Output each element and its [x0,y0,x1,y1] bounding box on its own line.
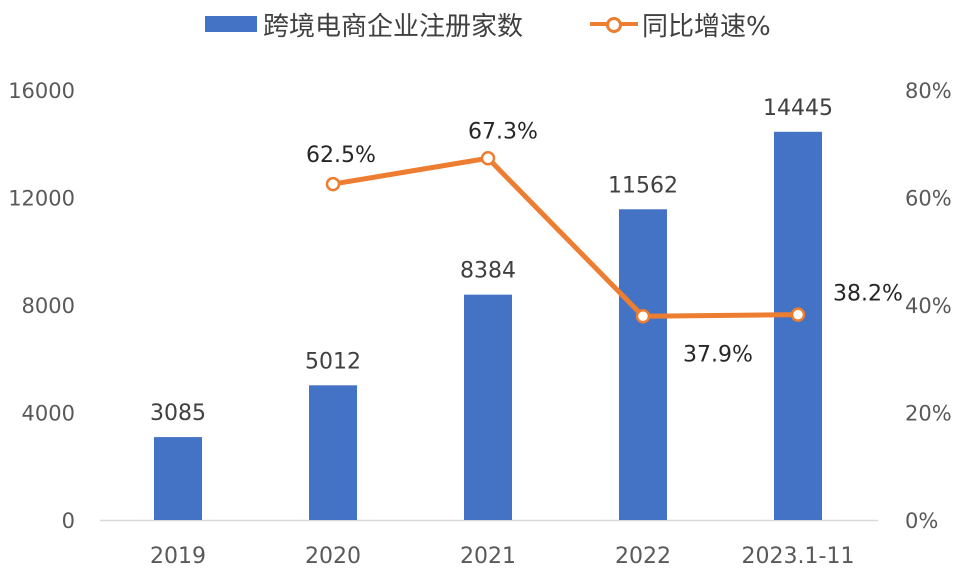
legend-item-registrations: 跨境电商企业注册家数 [205,4,523,44]
x-axis-tick-label: 2023.1-11 [742,544,855,569]
x-axis-tick-label: 2022 [615,544,671,569]
bar-data-labels: 3085 5012 8384 11562 14445 [150,96,833,426]
right-axis-tick-label: 0% [905,509,938,533]
legend-item-growth: 同比增速% [590,4,771,44]
right-axis-tick-label: 20% [905,402,952,426]
line-marker-icon [480,151,496,166]
line-marker-icon [790,307,806,322]
left-y-axis: 0 4000 8000 12000 16000 [8,79,75,533]
right-axis-tick-label: 40% [905,294,952,318]
x-axis-tick-label: 2019 [150,544,206,569]
growth-line [332,155,799,319]
legend-label-growth: 同比增速% [642,11,771,42]
bar-series [154,131,822,521]
left-axis-tick-label: 12000 [8,187,75,211]
bar [619,209,667,521]
x-axis-tick-label: 2020 [305,544,361,569]
bar-swatch-icon [205,16,257,32]
left-axis-tick-label: 8000 [22,294,75,318]
legend-label-registrations: 跨境电商企业注册家数 [263,11,524,42]
bar-value-label: 3085 [150,401,206,426]
left-axis-tick-label: 16000 [8,79,75,103]
bar [154,437,202,520]
growth-data-labels: 62.5% 67.3% 37.9% 38.2% [306,119,903,367]
left-axis-tick-label: 4000 [22,402,75,426]
growth-line-series [325,151,806,324]
x-axis: 2019 2020 2021 2022 2023.1-11 [150,544,854,569]
bar [774,131,822,520]
bar [309,385,357,520]
line-marker-icon [635,309,651,324]
bar-value-label: 11562 [608,173,678,198]
right-axis-tick-label: 80% [905,79,952,103]
growth-value-label: 38.2% [833,282,903,307]
line-marker-icon [325,176,341,192]
growth-value-label: 67.3% [468,119,538,144]
chart-legend: 跨境电商企业注册家数 同比增速% [0,4,960,44]
right-y-axis: 0% 20% 40% 60% 80% [905,79,952,533]
line-marker-swatch-icon [590,14,638,34]
bar [464,294,512,520]
right-axis-tick-label: 60% [905,187,952,211]
bar-value-label: 14445 [763,96,833,121]
growth-value-label: 37.9% [683,342,753,367]
bar-value-label: 8384 [460,259,516,284]
left-axis-tick-label: 0 [62,509,75,533]
growth-value-label: 62.5% [306,143,376,168]
x-axis-tick-label: 2021 [460,544,516,569]
bar-value-label: 5012 [305,349,361,374]
